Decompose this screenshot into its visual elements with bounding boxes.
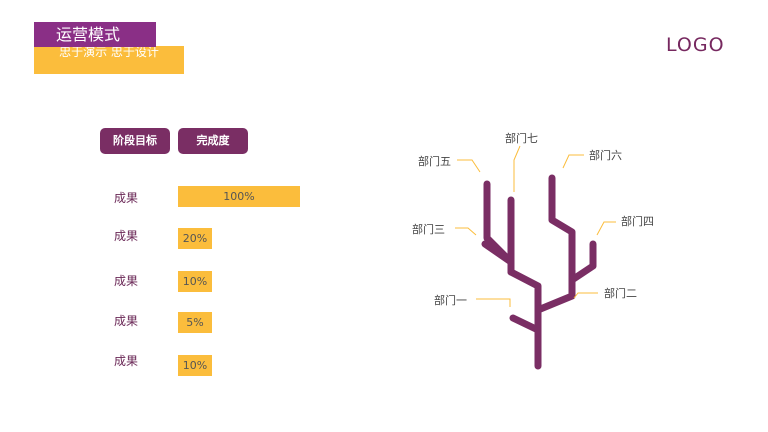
logo: LOGO [666,34,725,56]
callout-dept-3 [455,227,477,236]
dept-label-3: 部门三 [412,223,445,236]
branch-dept-6 [534,174,576,314]
callout-dept-4 [596,221,616,236]
branch-dept-4 [568,240,597,284]
result-label: 成果 [114,314,139,328]
stage-goal-header: 阶段目标 [100,128,170,154]
dept-label-4: 部门四 [621,215,654,228]
progress-bar: 10% [178,271,212,292]
branch-dept-7 [507,196,542,334]
progress-bar: 20% [178,228,212,249]
dept-label-7: 部门七 [505,132,538,145]
result-label: 成果 [114,191,139,205]
callout-dept-6 [562,154,584,169]
page-subtitle: 忠于演示 忠于设计 [34,46,184,74]
dept-label-2: 部门二 [604,287,637,300]
branch-dept-1 [509,314,542,370]
result-label: 成果 [114,274,139,288]
page-title: 运营模式 [34,22,156,47]
result-label: 成果 [114,229,139,243]
callout-dept-5 [457,159,481,173]
progress-bar: 100% [178,186,300,207]
tree-branches [481,174,597,370]
callout-dept-7 [513,145,521,192]
branch-dept-5 [483,180,515,266]
callout-lines [455,145,616,307]
callout-dept-1 [476,298,511,307]
progress-bar: 10% [178,355,212,376]
dept-label-6: 部门六 [589,149,622,162]
callout-dept-2 [573,292,598,299]
result-label: 成果 [114,354,139,368]
completion-header: 完成度 [178,128,248,154]
progress-bar: 5% [178,312,212,333]
dept-label-1: 部门一 [434,294,467,307]
dept-label-5: 部门五 [418,155,451,168]
